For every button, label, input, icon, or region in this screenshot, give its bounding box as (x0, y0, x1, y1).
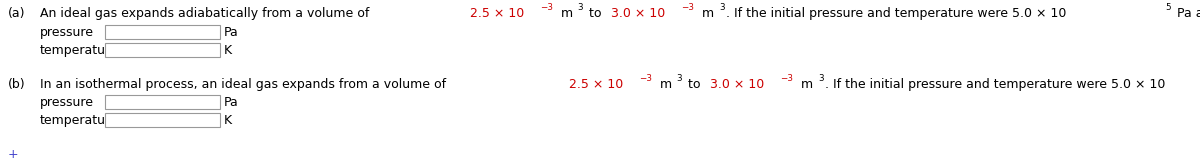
Text: temperature: temperature (40, 44, 119, 57)
Text: pressure: pressure (40, 26, 94, 39)
Text: Pa: Pa (224, 26, 239, 39)
Text: 3.0 × 10: 3.0 × 10 (612, 7, 666, 20)
Text: Pa: Pa (224, 96, 239, 109)
FancyBboxPatch shape (106, 95, 220, 109)
Text: 3: 3 (677, 74, 683, 83)
Text: pressure: pressure (40, 96, 94, 109)
Text: to: to (586, 7, 606, 20)
Text: +: + (8, 148, 19, 159)
Text: −3: −3 (682, 3, 695, 12)
FancyBboxPatch shape (106, 43, 220, 57)
Text: m: m (698, 7, 714, 20)
Text: 2.5 × 10: 2.5 × 10 (470, 7, 524, 20)
Text: (b): (b) (8, 78, 25, 91)
Text: −3: −3 (540, 3, 553, 12)
Text: m: m (557, 7, 574, 20)
FancyBboxPatch shape (106, 25, 220, 39)
Text: 3.0 × 10: 3.0 × 10 (710, 78, 764, 91)
Text: . If the initial pressure and temperature were 5.0 × 10: . If the initial pressure and temperatur… (726, 7, 1067, 20)
FancyBboxPatch shape (106, 113, 220, 127)
Text: In an isothermal process, an ideal gas expands from a volume of: In an isothermal process, an ideal gas e… (40, 78, 450, 91)
Text: An ideal gas expands adiabatically from a volume of: An ideal gas expands adiabatically from … (40, 7, 373, 20)
Text: m: m (797, 78, 814, 91)
Text: K: K (224, 114, 232, 127)
Text: 5: 5 (1165, 3, 1171, 12)
Text: 2.5 × 10: 2.5 × 10 (569, 78, 624, 91)
Text: m: m (656, 78, 672, 91)
Text: (a): (a) (8, 7, 25, 20)
Text: K: K (224, 44, 232, 57)
Text: to: to (684, 78, 704, 91)
Text: 3: 3 (577, 3, 583, 12)
Text: 3: 3 (719, 3, 725, 12)
Text: −3: −3 (780, 74, 793, 83)
Text: temperature: temperature (40, 114, 119, 127)
Text: −3: −3 (640, 74, 652, 83)
Text: 3: 3 (818, 74, 823, 83)
Text: Pa and: Pa and (1172, 7, 1200, 20)
Text: . If the initial pressure and temperature were 5.0 × 10: . If the initial pressure and temperatur… (826, 78, 1165, 91)
